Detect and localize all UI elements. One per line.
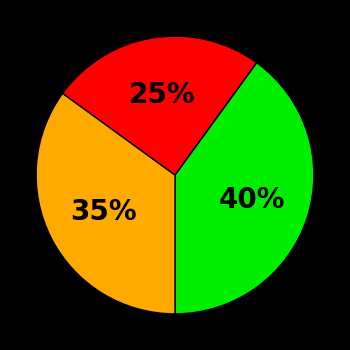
Text: 25%: 25% — [129, 82, 196, 110]
Wedge shape — [175, 63, 314, 314]
Text: 35%: 35% — [70, 197, 136, 225]
Text: 40%: 40% — [218, 186, 285, 214]
Wedge shape — [63, 36, 257, 175]
Wedge shape — [36, 93, 175, 314]
